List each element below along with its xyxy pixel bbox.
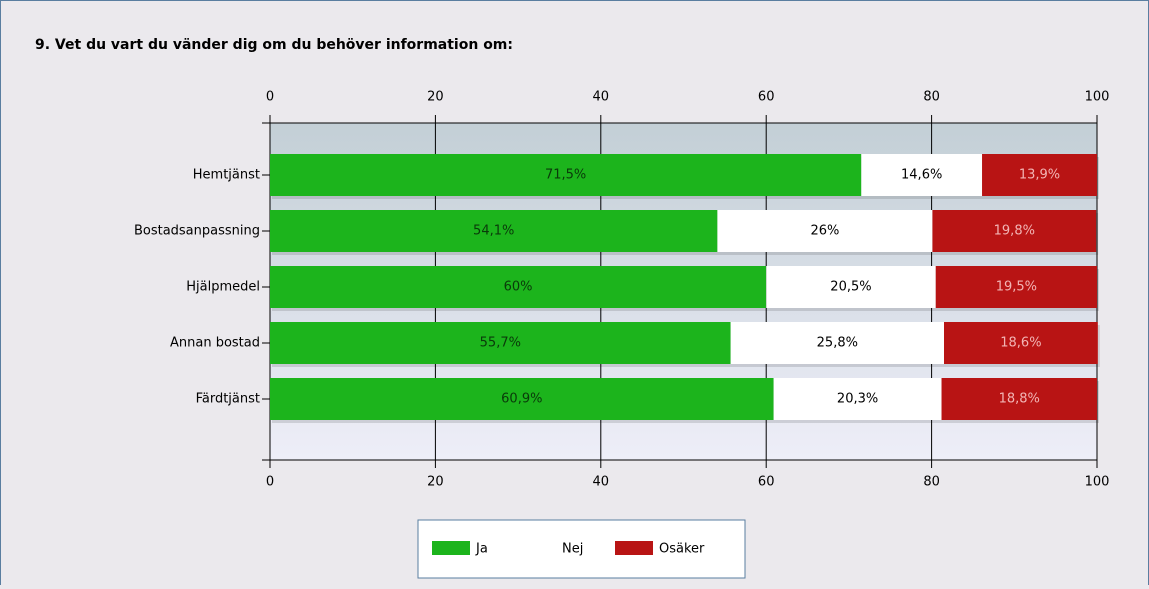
x-tick-label: 60: [758, 475, 775, 490]
bar: [773, 378, 942, 420]
value-label: 20,3%: [837, 392, 878, 407]
value-label: 19,5%: [996, 280, 1037, 295]
bar: [935, 266, 1097, 308]
bar: [270, 210, 718, 252]
value-label: 26%: [810, 224, 839, 239]
legend-swatch: [432, 541, 470, 555]
bar: [270, 266, 767, 308]
value-label: 60%: [504, 280, 533, 295]
bar: [766, 266, 936, 308]
legend-swatch: [615, 541, 653, 555]
x-tick-label: 100: [1085, 90, 1110, 105]
legend-label: Ja: [475, 542, 488, 557]
y-tick-label: Bostadsanpassning: [134, 224, 260, 239]
x-tick-label: 20: [427, 90, 444, 105]
value-label: 18,6%: [1000, 336, 1041, 351]
bar: [861, 154, 983, 196]
bar: [941, 378, 1097, 420]
value-label: 19,8%: [994, 224, 1035, 239]
x-tick-label: 40: [593, 475, 610, 490]
legend-label: Osäker: [659, 542, 705, 557]
x-tick-label: 20: [427, 475, 444, 490]
value-label: 60,9%: [501, 392, 542, 407]
bar: [270, 154, 862, 196]
x-tick-label: 0: [266, 475, 274, 490]
bar: [717, 210, 933, 252]
x-tick-label: 40: [593, 90, 610, 105]
bar: [932, 210, 1097, 252]
legend-swatch: [518, 541, 556, 555]
x-tick-label: 80: [923, 475, 940, 490]
value-label: 18,8%: [999, 392, 1040, 407]
value-label: 55,7%: [480, 336, 521, 351]
x-tick-label: 0: [266, 90, 274, 105]
value-label: 54,1%: [473, 224, 514, 239]
x-tick-label: 80: [923, 90, 940, 105]
y-tick-label: Annan bostad: [170, 336, 260, 351]
value-label: 13,9%: [1019, 168, 1060, 183]
value-label: 71,5%: [545, 168, 586, 183]
bar: [730, 322, 945, 364]
legend: [417, 519, 746, 579]
bar: [270, 378, 774, 420]
legend-label: Nej: [562, 542, 583, 557]
bar: [982, 154, 1097, 196]
value-label: 25,8%: [817, 336, 858, 351]
y-tick-label: Hjälpmedel: [186, 280, 260, 295]
bar: [944, 322, 1098, 364]
bar: [270, 322, 731, 364]
y-tick-label: Hemtjänst: [193, 168, 260, 183]
value-label: 14,6%: [901, 168, 942, 183]
x-tick-label: 100: [1085, 475, 1110, 490]
y-tick-label: Färdtjänst: [196, 392, 260, 407]
chart-title: 9. Vet du vart du vänder dig om du behöv…: [35, 37, 513, 53]
x-tick-label: 60: [758, 90, 775, 105]
value-label: 20,5%: [830, 280, 871, 295]
